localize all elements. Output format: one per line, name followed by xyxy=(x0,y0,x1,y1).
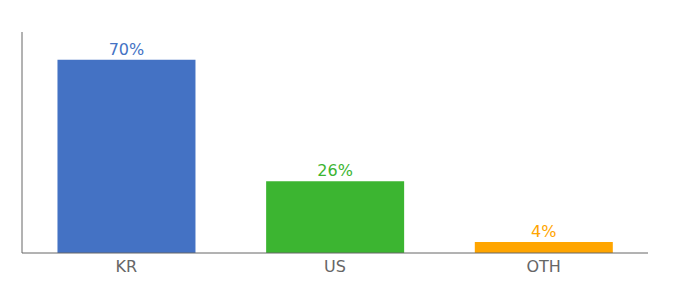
svg-text:4%: 4% xyxy=(531,222,556,241)
svg-text:US: US xyxy=(324,257,346,276)
svg-text:70%: 70% xyxy=(109,40,145,59)
svg-text:26%: 26% xyxy=(317,161,353,180)
svg-text:OTH: OTH xyxy=(526,257,560,276)
svg-text:KR: KR xyxy=(116,257,138,276)
